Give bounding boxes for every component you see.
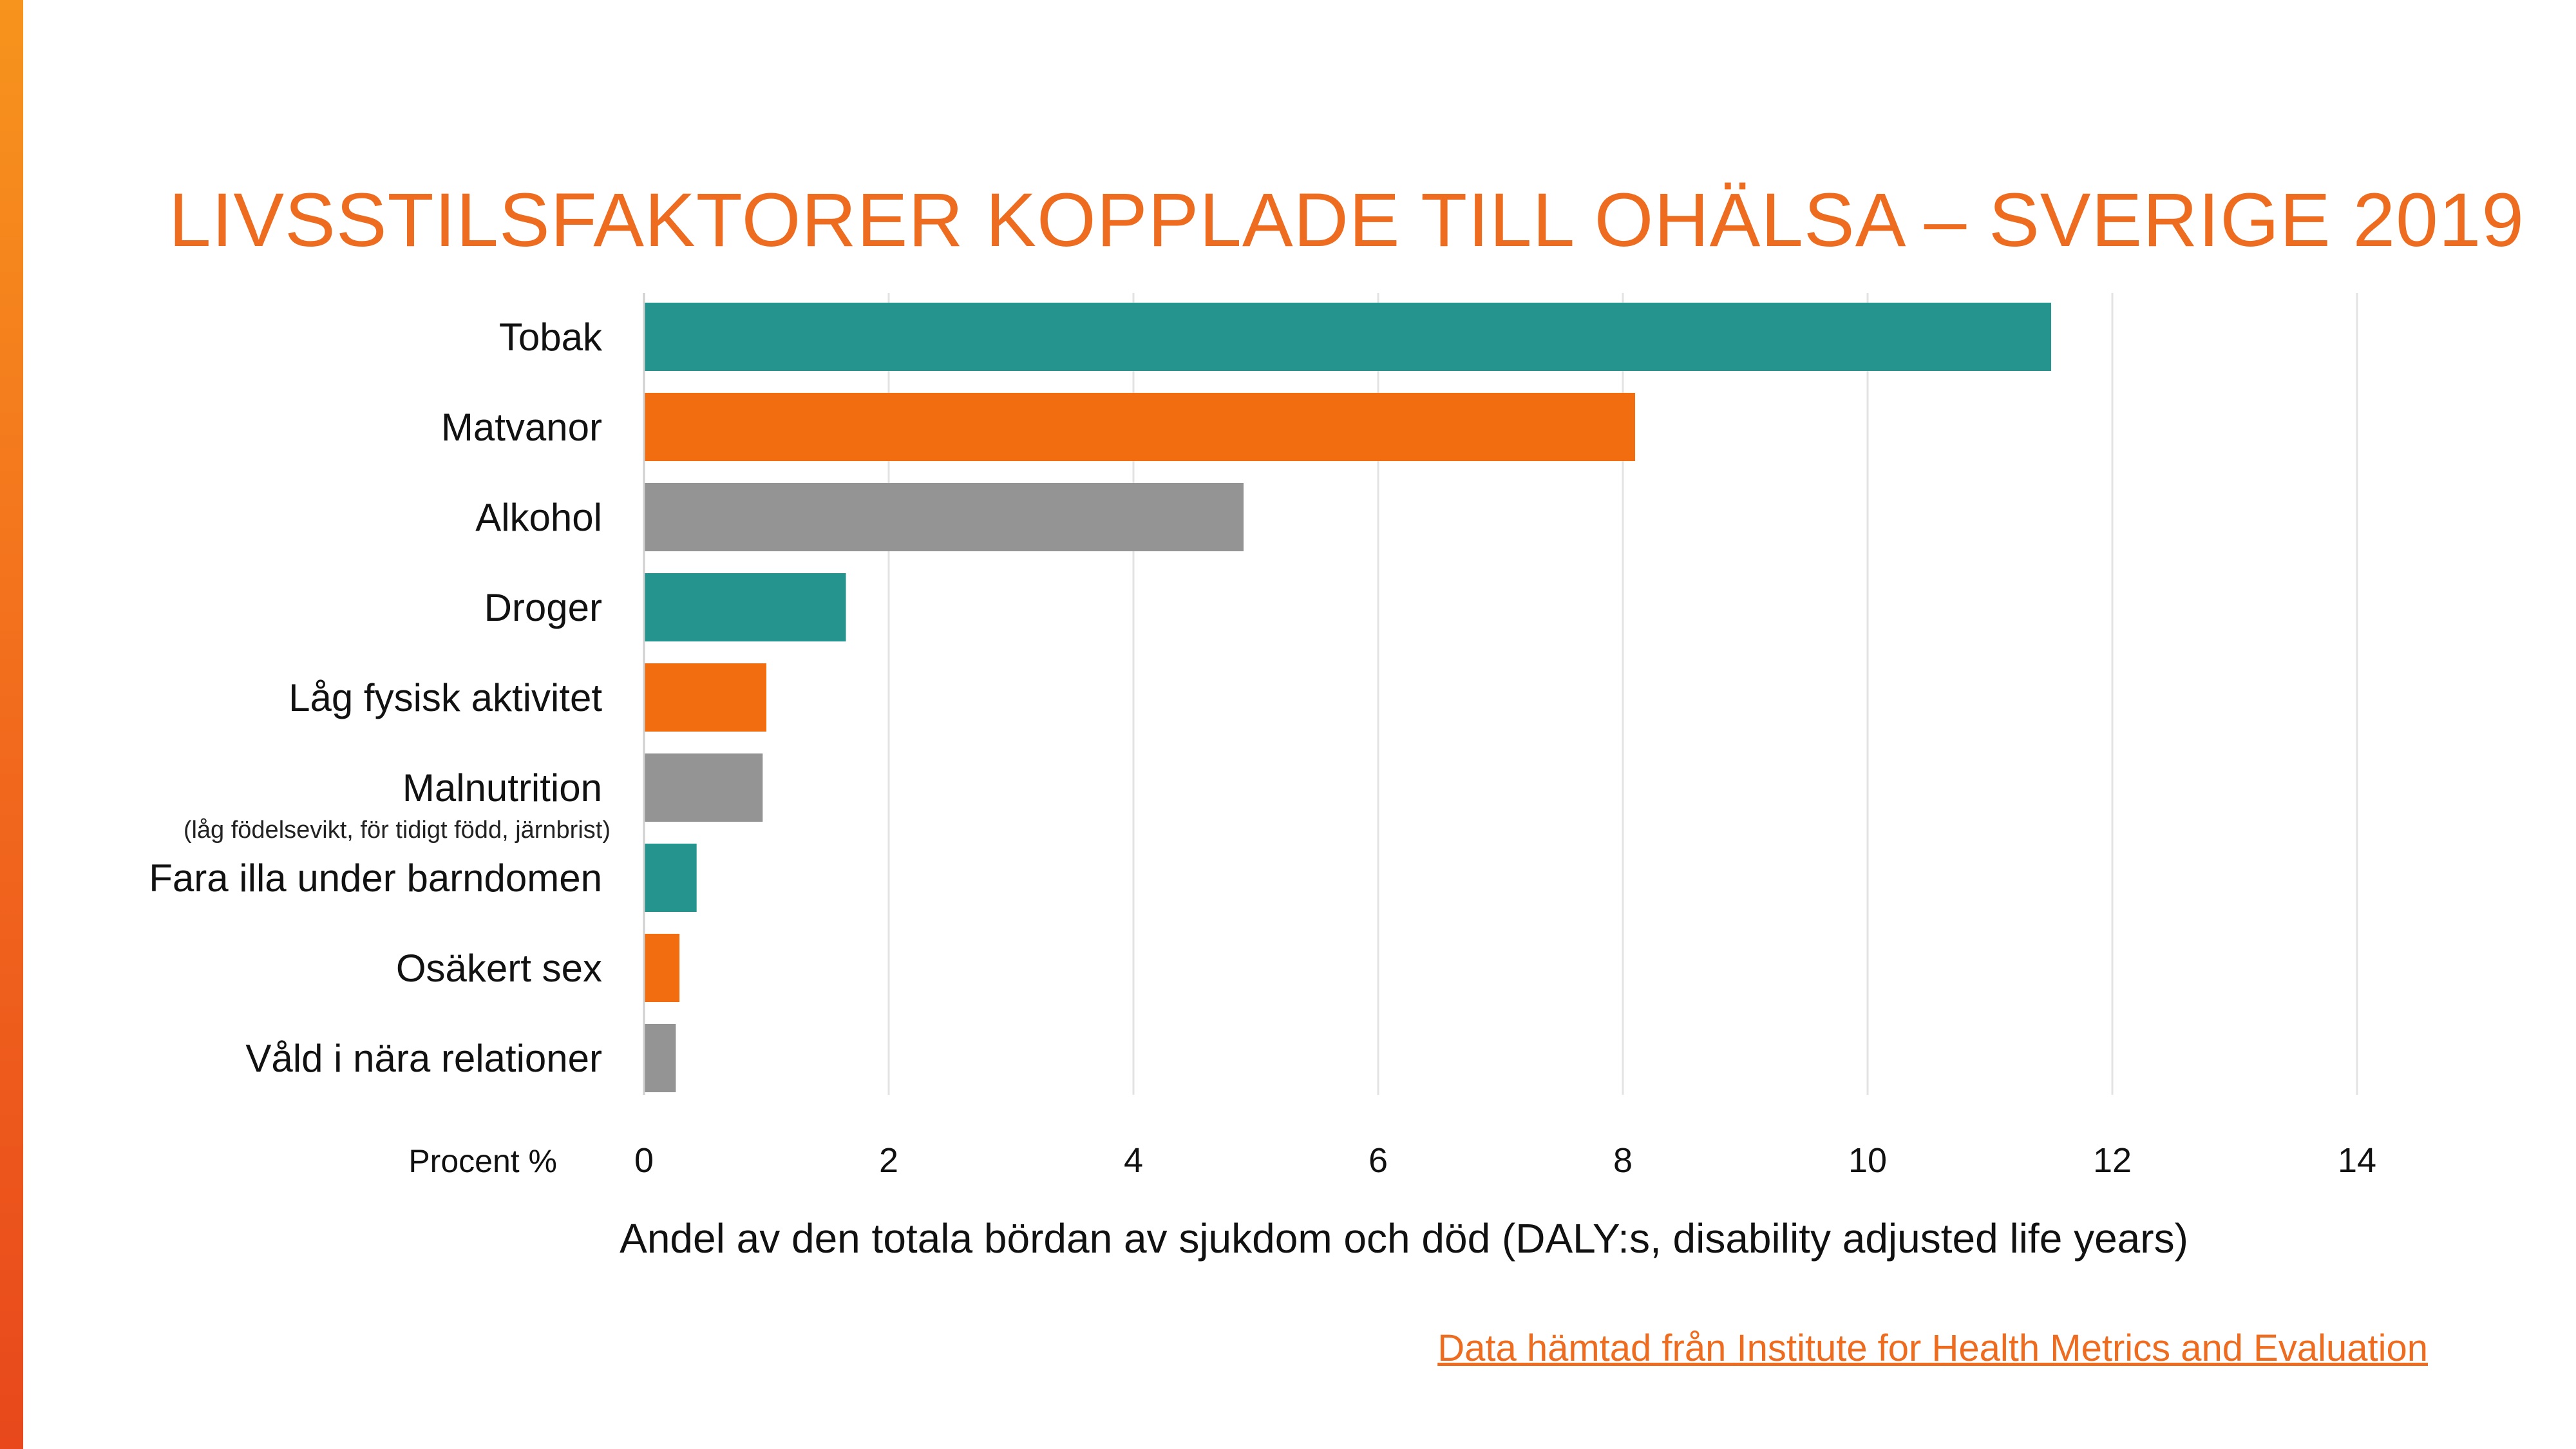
source-link[interactable]: Data hämtad från Institute for Health Me… — [1437, 1327, 2428, 1369]
category-label: Låg fysisk aktivitet — [289, 676, 602, 719]
tick-label: 6 — [1368, 1141, 1388, 1180]
category-label: Droger — [484, 586, 602, 629]
bar — [644, 303, 2051, 371]
accent-strip — [0, 0, 23, 1449]
bar — [644, 1024, 676, 1092]
bar — [644, 393, 1635, 461]
tick-label: 10 — [1848, 1141, 1887, 1180]
bar — [644, 934, 680, 1002]
tick-label: 4 — [1124, 1141, 1143, 1180]
bar — [644, 844, 697, 912]
tick-label: 8 — [1613, 1141, 1633, 1180]
tick-label: 12 — [2093, 1141, 2132, 1180]
category-label: Fara illa under barndomen — [149, 857, 602, 900]
category-label: Alkohol — [475, 496, 602, 539]
bar — [644, 753, 763, 822]
tick-label: 0 — [634, 1141, 654, 1180]
tick-label: 14 — [2338, 1141, 2376, 1180]
bar — [644, 663, 766, 732]
bar — [644, 483, 1244, 551]
category-label: Tobak — [499, 316, 603, 359]
x-axis-title: Andel av den totala bördan av sjukdom oc… — [620, 1215, 2188, 1262]
bar — [644, 573, 846, 641]
category-label: Matvanor — [441, 406, 602, 449]
category-label: Malnutrition — [402, 766, 602, 810]
category-label: Våld i nära relationer — [245, 1037, 602, 1080]
category-label: Osäkert sex — [396, 947, 602, 990]
tick-label: 2 — [879, 1141, 898, 1180]
slide-title: LIVSSTILSFAKTORER KOPPLADE TILL OHÄLSA –… — [169, 178, 2524, 263]
category-note: (låg födelsevikt, för tidigt född, järnb… — [184, 817, 611, 844]
unit-label: Procent % — [408, 1143, 557, 1179]
